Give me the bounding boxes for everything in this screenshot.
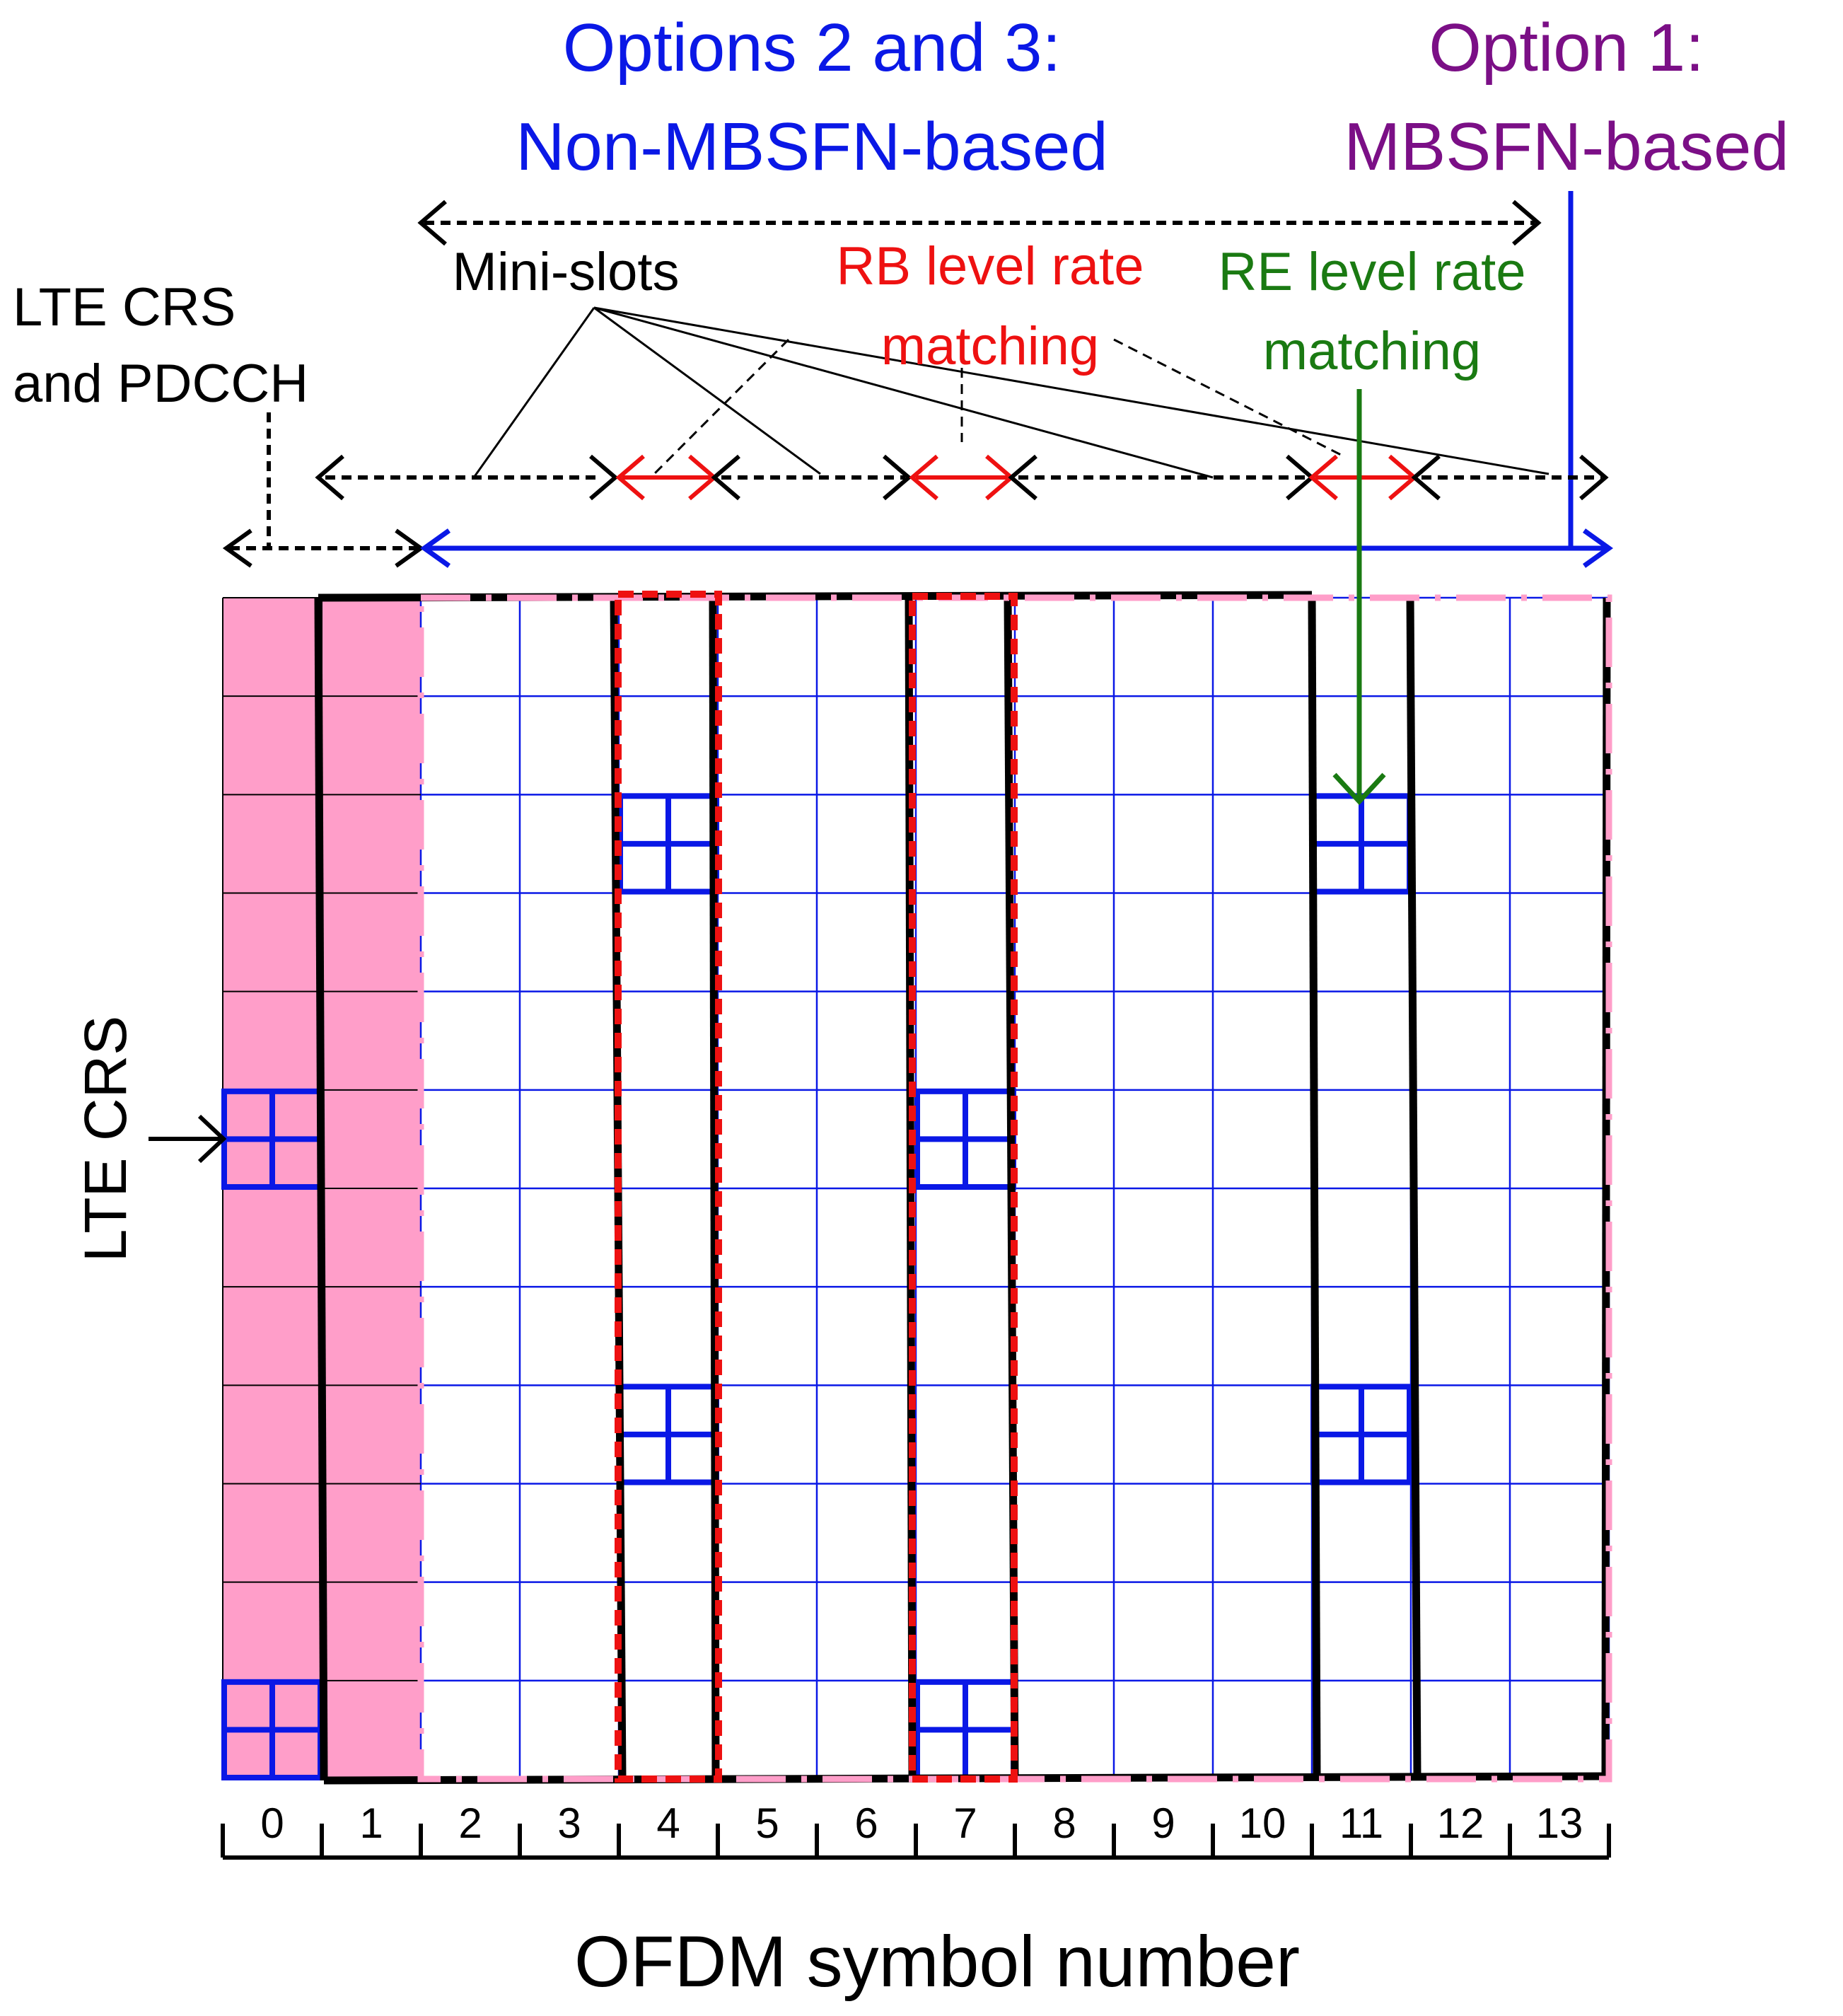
lte-crs-pdcch-label-line1: LTE CRS [13,277,236,337]
symbol-tick-label: 4 [656,1800,680,1847]
option1-title-line2: MBSFN-based [1344,109,1789,185]
symbol-tick-label: 6 [854,1800,878,1847]
crs-marker [914,1679,1016,1780]
symbol-tick-label: 5 [755,1800,779,1847]
crs-marker [1310,793,1412,895]
crs-marker [617,793,719,895]
lte-crs-side-label: LTE CRS [72,1016,139,1263]
mini-slots-label: Mini-slots [453,242,680,302]
crs-marker [617,1384,719,1485]
symbol-tick-labels: 0 1 2 3 4 5 6 7 8 9 10 11 12 13 [260,1800,1583,1847]
symbol-tick-label: 13 [1536,1800,1583,1847]
symbol-tick-label: 12 [1437,1800,1484,1847]
symbol-tick-label: 10 [1239,1800,1286,1847]
options23-title-line2: Non-MBSFN-based [516,109,1108,185]
options23-title-line1: Options 2 and 3: [563,10,1061,86]
symbol-tick-label: 8 [1052,1800,1076,1847]
symbol-tick-label: 7 [953,1800,977,1847]
option1-title-line1: Option 1: [1429,10,1704,86]
rb-rate-matching-label-line2: matching [881,316,1099,376]
mini-slots-leaders [472,306,1550,479]
crs-marker [221,1088,323,1191]
symbol-tick-label: 3 [557,1800,581,1847]
rb-rate-leaders [653,338,1344,475]
lte-crs-pdcch-label-line2: and PDCCH [13,354,308,414]
symbol-tick-label: 11 [1339,1800,1383,1847]
symbol-tick-label: 1 [359,1800,383,1847]
option23-span-arrow [417,199,1542,246]
symbol-tick-label: 2 [458,1800,482,1847]
symbol-axis-ruler [221,1824,1611,1860]
rb-rate-matching-boxes [615,591,1018,1783]
crs-marker [914,1088,1016,1191]
re-rate-matching-label-line2: matching [1263,321,1481,381]
symbol-tick-label: 0 [260,1800,284,1847]
crs-marker [1310,1384,1412,1485]
rb-rate-matching-label-line1: RB level rate [836,236,1144,296]
symbol-tick-label: 9 [1151,1800,1175,1847]
re-rate-arrow [1332,389,1386,806]
re-rate-matching-label-line1: RE level rate [1218,242,1525,302]
lte-crs-pointer [149,1114,227,1164]
mini-slot-arrows [315,454,1609,501]
crs-marker [221,1679,323,1780]
pdcch-span-arrow [222,412,425,568]
x-axis-title: OFDM symbol number [574,1921,1300,2002]
non-mbsfn-span-arrow [419,191,1614,568]
